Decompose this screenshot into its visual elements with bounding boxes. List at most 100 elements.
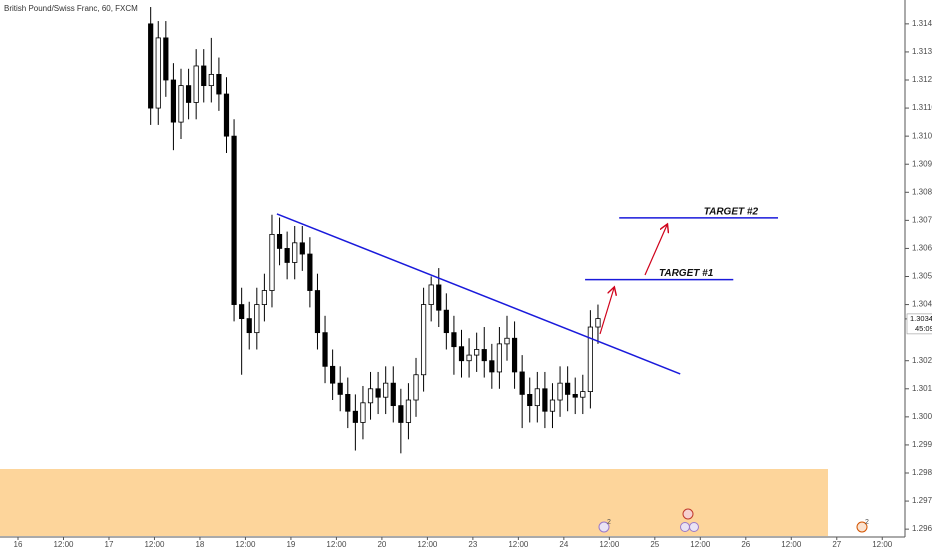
x-tick-label: 27 bbox=[832, 540, 841, 549]
event-icon[interactable] bbox=[689, 522, 699, 532]
event-icon[interactable] bbox=[682, 508, 694, 520]
candle-body bbox=[360, 402, 366, 423]
candle-body bbox=[330, 365, 336, 384]
x-tick-label: 20 bbox=[377, 540, 386, 549]
x-tick-label: 18 bbox=[195, 540, 204, 549]
candle-body bbox=[413, 374, 419, 401]
candle-body bbox=[549, 399, 556, 412]
y-tick-label: 1.29900 bbox=[912, 440, 932, 449]
event-icon[interactable] bbox=[598, 521, 610, 533]
candle-body bbox=[595, 318, 601, 328]
candle-body bbox=[314, 290, 321, 334]
candle-body bbox=[504, 337, 510, 345]
y-tick-label: 1.30400 bbox=[912, 300, 932, 309]
y-tick-label: 1.30700 bbox=[912, 215, 932, 224]
candle-body bbox=[519, 371, 525, 395]
x-tick-label: 12:00 bbox=[508, 540, 529, 549]
current-price-tag bbox=[906, 313, 932, 335]
candle-body bbox=[557, 382, 563, 401]
y-tick-label: 1.29700 bbox=[912, 496, 932, 505]
candle-body bbox=[276, 233, 283, 249]
candle-body bbox=[307, 253, 313, 291]
candle-body bbox=[565, 382, 571, 395]
x-tick-label: 12:00 bbox=[872, 540, 893, 549]
candle-body bbox=[284, 248, 290, 263]
candle-body bbox=[443, 309, 449, 334]
x-tick-label: 24 bbox=[559, 540, 568, 549]
candle-body bbox=[405, 399, 412, 423]
candle-body bbox=[185, 85, 192, 103]
x-tick-label: 12:00 bbox=[781, 540, 802, 549]
candle-body bbox=[587, 326, 593, 392]
candle-body bbox=[390, 382, 396, 407]
event-zone bbox=[0, 469, 828, 536]
candle-body bbox=[246, 318, 252, 334]
candle-body bbox=[489, 360, 495, 373]
x-tick-label: 17 bbox=[105, 540, 114, 549]
candle-body bbox=[208, 73, 214, 87]
candle-body bbox=[383, 382, 389, 398]
x-tick-label: 12:00 bbox=[235, 540, 256, 549]
y-tick-label: 1.31000 bbox=[912, 131, 932, 140]
candle-body bbox=[223, 93, 230, 137]
candle-body bbox=[496, 343, 503, 373]
candle-body bbox=[375, 388, 381, 398]
countdown-label: 45:09 bbox=[915, 324, 932, 333]
candle-body bbox=[201, 65, 207, 87]
event-icon[interactable] bbox=[856, 521, 868, 533]
candle-body bbox=[436, 284, 442, 311]
candle-body bbox=[420, 304, 427, 376]
arrow bbox=[599, 288, 614, 335]
candle-body bbox=[345, 393, 351, 412]
chart-title: British Pound/Swiss Franc, 60, FXCM bbox=[4, 4, 138, 13]
candle-body bbox=[254, 304, 260, 334]
plot-area bbox=[148, 7, 601, 454]
candle-body bbox=[337, 382, 343, 395]
y-tick-label: 1.31400 bbox=[912, 19, 932, 28]
candle-body bbox=[398, 405, 404, 423]
x-tick-label: 12:00 bbox=[326, 540, 347, 549]
candle-body bbox=[170, 79, 177, 123]
x-tick-label: 23 bbox=[468, 540, 477, 549]
event-count: 2 bbox=[607, 519, 611, 526]
candle-body bbox=[367, 388, 374, 404]
event-count: 2 bbox=[865, 519, 869, 526]
x-tick-label: 26 bbox=[741, 540, 750, 549]
candle-body bbox=[458, 346, 465, 362]
candle-body bbox=[231, 135, 237, 305]
event-icon[interactable] bbox=[680, 522, 690, 532]
y-tick-label: 1.31200 bbox=[912, 75, 932, 84]
target-label: TARGET #2 bbox=[704, 206, 759, 217]
trendline bbox=[276, 213, 681, 375]
arrow bbox=[644, 225, 667, 276]
candle-body bbox=[148, 23, 154, 109]
y-tick-label: 1.30900 bbox=[912, 159, 932, 168]
candle-body bbox=[261, 290, 267, 305]
x-tick-label: 12:00 bbox=[144, 540, 165, 549]
candle-body bbox=[466, 354, 472, 362]
y-tick-label: 1.29600 bbox=[912, 524, 932, 533]
y-tick-label: 1.30200 bbox=[912, 356, 932, 365]
candle-body bbox=[163, 37, 169, 81]
candle-body bbox=[428, 284, 434, 305]
candle-body bbox=[299, 242, 305, 255]
candle-body bbox=[352, 410, 358, 423]
candle-body bbox=[572, 393, 578, 398]
y-tick-label: 1.31300 bbox=[912, 47, 932, 56]
current-price-label: 1.30349 bbox=[910, 314, 932, 323]
x-tick-label: 12:00 bbox=[690, 540, 711, 549]
y-tick-label: 1.29800 bbox=[912, 468, 932, 477]
x-tick-label: 12:00 bbox=[53, 540, 74, 549]
candle-body bbox=[322, 332, 328, 367]
candle-body bbox=[269, 233, 275, 291]
y-tick-label: 1.30600 bbox=[912, 244, 932, 253]
candle-body bbox=[542, 388, 548, 412]
candle-body bbox=[474, 349, 480, 356]
x-tick-label: 12:00 bbox=[417, 540, 438, 549]
target-label: TARGET #1 bbox=[659, 268, 714, 279]
candle-body bbox=[580, 391, 586, 398]
candle-body bbox=[451, 332, 457, 348]
